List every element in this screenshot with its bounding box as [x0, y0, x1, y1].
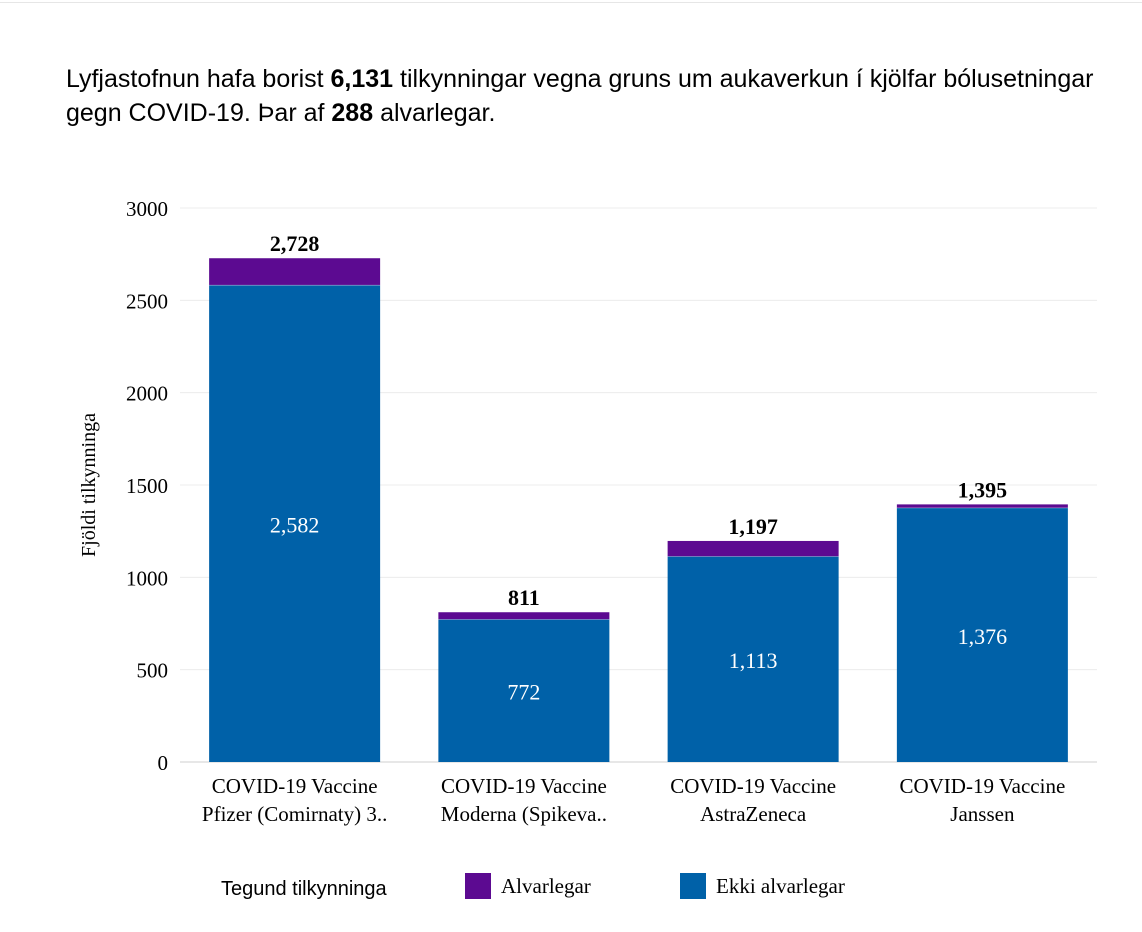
y-tick-label-0: 0 — [158, 751, 169, 775]
y-tick-label-1000: 1000 — [126, 566, 168, 590]
bar-total-label-1: 811 — [508, 585, 540, 610]
bar-alvarlegar-1[interactable] — [438, 612, 610, 620]
bar-total-label-2: 1,197 — [728, 514, 778, 539]
legend-item-alvarlegar[interactable]: Alvarlegar — [465, 873, 591, 899]
total-reports-count: 6,131 — [330, 65, 394, 93]
legend-label-alvarlegar: Alvarlegar — [501, 873, 591, 898]
bar-ekki-alvarlegar-2[interactable] — [667, 556, 839, 762]
headline: Lyfjastofnun hafa borist 6,131 tilkynnin… — [66, 65, 1094, 127]
bar-ekki-alvarlegar-1[interactable] — [438, 619, 610, 762]
legend-label-ekki-alvarlegar: Ekki alvarlegar — [716, 873, 845, 898]
y-tick-label-3000: 3000 — [126, 197, 168, 221]
y-axis-title: Fjöldi tilkynninga — [78, 413, 100, 557]
x-tick-label-1-line-1: Moderna (Spikeva.. — [441, 802, 607, 826]
x-tick-label-0-line-1: Pfizer (Comirnaty) 3.. — [202, 802, 387, 826]
legend-swatch-alvarlegar — [465, 873, 491, 899]
bar-value-label-0: 2,582 — [270, 513, 320, 538]
bar-ekki-alvarlegar-0[interactable] — [209, 285, 381, 762]
legend-item-ekki-alvarlegar[interactable]: Ekki alvarlegar — [680, 873, 845, 899]
y-tick-label-500: 500 — [137, 659, 169, 683]
bar-alvarlegar-2[interactable] — [667, 540, 839, 557]
legend-swatch-ekki-alvarlegar — [680, 873, 706, 899]
bar-alvarlegar-0[interactable] — [209, 258, 381, 286]
x-tick-label-3-line-0: COVID-19 Vaccine — [899, 774, 1065, 798]
x-tick-label-2-line-1: AstraZeneca — [700, 802, 807, 826]
y-tick-label-2500: 2500 — [126, 289, 168, 313]
bar-total-label-3: 1,395 — [958, 477, 1008, 502]
x-tick-label-3-line-1: Janssen — [950, 802, 1015, 826]
bar-value-label-2: 1,113 — [729, 648, 778, 673]
x-tick-label-1-line-0: COVID-19 Vaccine — [441, 774, 607, 798]
bar-alvarlegar-3[interactable] — [896, 504, 1068, 508]
stacked-bar-chart: 0 500 1000 1500 2000 2500 3000 Fjöldi tilkynnin… — [78, 197, 1097, 826]
bar-ekki-alvarlegar-3[interactable] — [896, 507, 1068, 762]
bar-total-label-0: 2,728 — [270, 231, 320, 256]
bar-value-label-1: 772 — [507, 680, 540, 705]
top-divider — [0, 2, 1142, 3]
serious-reports-count: 288 — [331, 99, 374, 127]
x-tick-label-0-line-0: COVID-19 Vaccine — [212, 774, 378, 798]
x-tick-label-2-line-0: COVID-19 Vaccine — [670, 774, 836, 798]
y-tick-label-2000: 2000 — [126, 382, 168, 406]
y-tick-label-1500: 1500 — [126, 474, 168, 498]
legend-title: Tegund tilkynninga — [221, 878, 387, 900]
bar-value-label-3: 1,376 — [958, 624, 1008, 649]
